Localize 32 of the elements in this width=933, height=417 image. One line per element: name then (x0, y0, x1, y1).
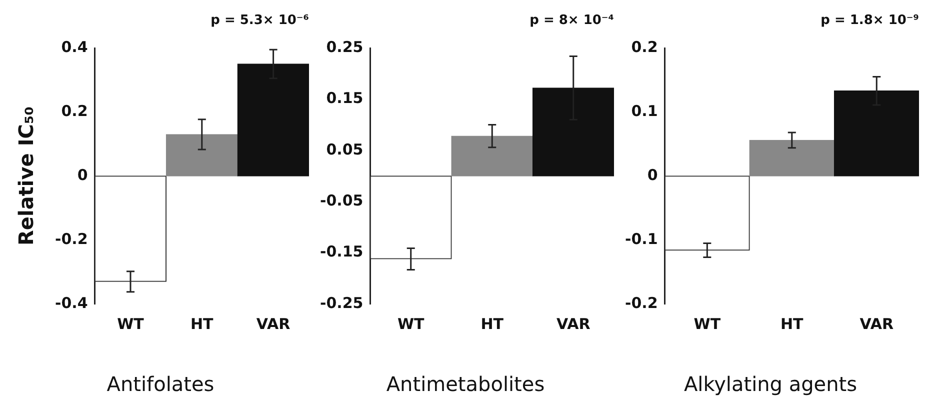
x-tick-label: WT (694, 314, 722, 333)
y-axis-title: Relative IC₅₀ (14, 106, 38, 246)
y-tick-label: 0.4 (61, 38, 88, 56)
text: p = 8× 10⁻⁴ (530, 12, 614, 28)
y-tick-label: 0 (77, 166, 88, 184)
x-tick-label: HT (480, 314, 504, 333)
y-tick-label: 0.2 (61, 102, 88, 120)
y-tick-label: 0.1 (631, 102, 658, 120)
y-tick-label: -0.25 (320, 294, 364, 312)
x-tick-label: VAR (860, 314, 894, 333)
x-tick-label: HT (780, 314, 804, 333)
text: Antifolates (106, 372, 214, 396)
text: p = 1.8× 10⁻⁹ (820, 12, 920, 28)
text: Antimetabolites (386, 372, 545, 396)
x-tick-label: WT (117, 314, 145, 333)
y-tick-label: -0.2 (624, 294, 658, 312)
x-tick-label: WT (397, 314, 426, 333)
text: p = 5.3× 10⁻⁶ (210, 12, 310, 28)
y-tick-label: 0.2 (631, 38, 658, 56)
y-tick-label: -0.15 (320, 242, 364, 261)
y-tick-label: 0 (647, 166, 658, 184)
x-tick-label: VAR (556, 314, 591, 333)
y-tick-label: -0.4 (54, 294, 88, 312)
y-tick-label: 0.25 (326, 38, 364, 56)
x-tick-label: HT (190, 314, 214, 333)
y-tick-label: -0.2 (54, 230, 88, 248)
text: Alkylating agents (684, 372, 858, 396)
y-tick-label: -0.1 (624, 230, 658, 248)
x-tick-label: VAR (256, 314, 291, 333)
y-tick-label: 0.05 (326, 140, 364, 158)
y-tick-label: -0.05 (320, 191, 364, 210)
y-tick-label: 0.15 (326, 89, 364, 108)
